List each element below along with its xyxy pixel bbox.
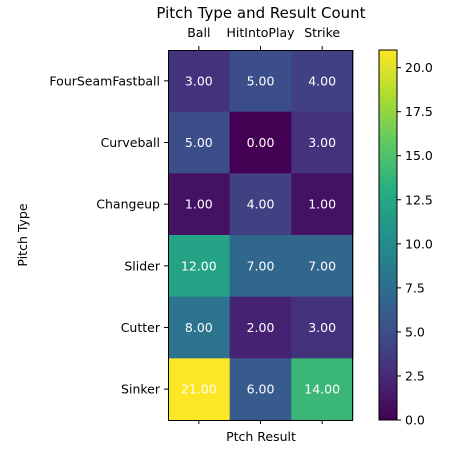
cell-value-label: 1.00 <box>308 197 336 212</box>
cell-value-label: 0.00 <box>247 135 275 150</box>
cell-value-label: 7.00 <box>247 258 275 273</box>
heatmap-cell <box>229 358 292 421</box>
cell-value-label: 1.00 <box>185 197 213 212</box>
x-tick-label: HitIntoPlay <box>227 25 296 40</box>
y-tick-label: Sinker <box>121 382 161 397</box>
chart-title: Pitch Type and Result Count <box>156 4 365 22</box>
cell-value-label: 7.00 <box>308 258 336 273</box>
cell-value-label: 2.00 <box>247 320 275 335</box>
colorbar-tick-label: 17.5 <box>405 104 433 119</box>
heatmap-cell <box>229 50 292 113</box>
cell-value-label: 3.00 <box>308 320 336 335</box>
cell-value-label: 6.00 <box>247 382 275 397</box>
x-tick-label: Ball <box>187 25 210 40</box>
heatmap-cell <box>291 235 354 298</box>
y-tick-label: Slider <box>124 258 161 273</box>
colorbar-ticks: 0.0 2.5 5.0 7.5 10.0 12.5 15.0 17.5 20.0 <box>397 60 433 428</box>
x-axis-label: Ptch Result <box>226 429 296 444</box>
y-tick-label: Cutter <box>121 320 161 335</box>
heatmap-cells <box>168 50 354 421</box>
heatmap-cell <box>291 111 354 174</box>
y-tick-label: Changeup <box>96 197 160 212</box>
cell-value-label: 3.00 <box>185 73 213 88</box>
colorbar-tick-label: 5.0 <box>405 324 425 339</box>
heatmap-cell <box>229 173 292 236</box>
heatmap-cell <box>229 235 292 298</box>
x-tick-label: Strike <box>304 25 340 40</box>
y-tick-label: Curveball <box>101 135 160 150</box>
colorbar-tick-label: 0.0 <box>405 413 425 428</box>
cell-value-label: 5.00 <box>185 135 213 150</box>
cell-value-label: 21.00 <box>181 382 217 397</box>
cell-value-label: 3.00 <box>308 135 336 150</box>
heatmap-cell <box>168 235 231 298</box>
heatmap-cell <box>168 358 231 421</box>
y-axis-label: Pitch Type <box>15 203 30 266</box>
colorbar-tick-label: 10.0 <box>405 236 433 251</box>
cell-value-label: 4.00 <box>308 73 336 88</box>
heatmap-cell <box>168 173 231 236</box>
heatmap-cell <box>168 296 231 359</box>
heatmap-cell <box>168 50 231 113</box>
cell-value-label: 12.00 <box>181 258 217 273</box>
colorbar-tick-label: 12.5 <box>405 192 433 207</box>
colorbar-tick-label: 7.5 <box>405 280 425 295</box>
cell-value-label: 14.00 <box>304 382 340 397</box>
heatmap-cell <box>168 111 231 174</box>
colorbar <box>378 49 398 421</box>
heatmap-cell <box>291 50 354 113</box>
heatmap-cell <box>291 296 354 359</box>
y-tick-label: FourSeamFastball <box>49 73 160 88</box>
heatmap-cell <box>229 111 292 174</box>
heatmap-cell <box>291 358 354 421</box>
colorbar-tick-label: 15.0 <box>405 148 433 163</box>
heatmap-cell-labels: 3.00 5.00 4.00 5.00 0.00 3.00 1.00 4.00 1.00 12.0… <box>181 73 340 396</box>
cell-value-label: 8.00 <box>185 320 213 335</box>
y-axis-ticks: FourSeamFastball Curveball Changeup Slider C… <box>49 73 168 397</box>
heatmap-cell <box>229 296 292 359</box>
colorbar-tick-label: 20.0 <box>405 60 433 75</box>
plot-frame <box>168 50 353 421</box>
colorbar-tick-label: 2.5 <box>405 368 425 383</box>
cell-value-label: 4.00 <box>247 197 275 212</box>
cell-value-label: 5.00 <box>247 73 275 88</box>
heatmap-cell <box>291 173 354 236</box>
x-axis-ticks: Ball HitIntoPlay Strike <box>187 25 340 424</box>
